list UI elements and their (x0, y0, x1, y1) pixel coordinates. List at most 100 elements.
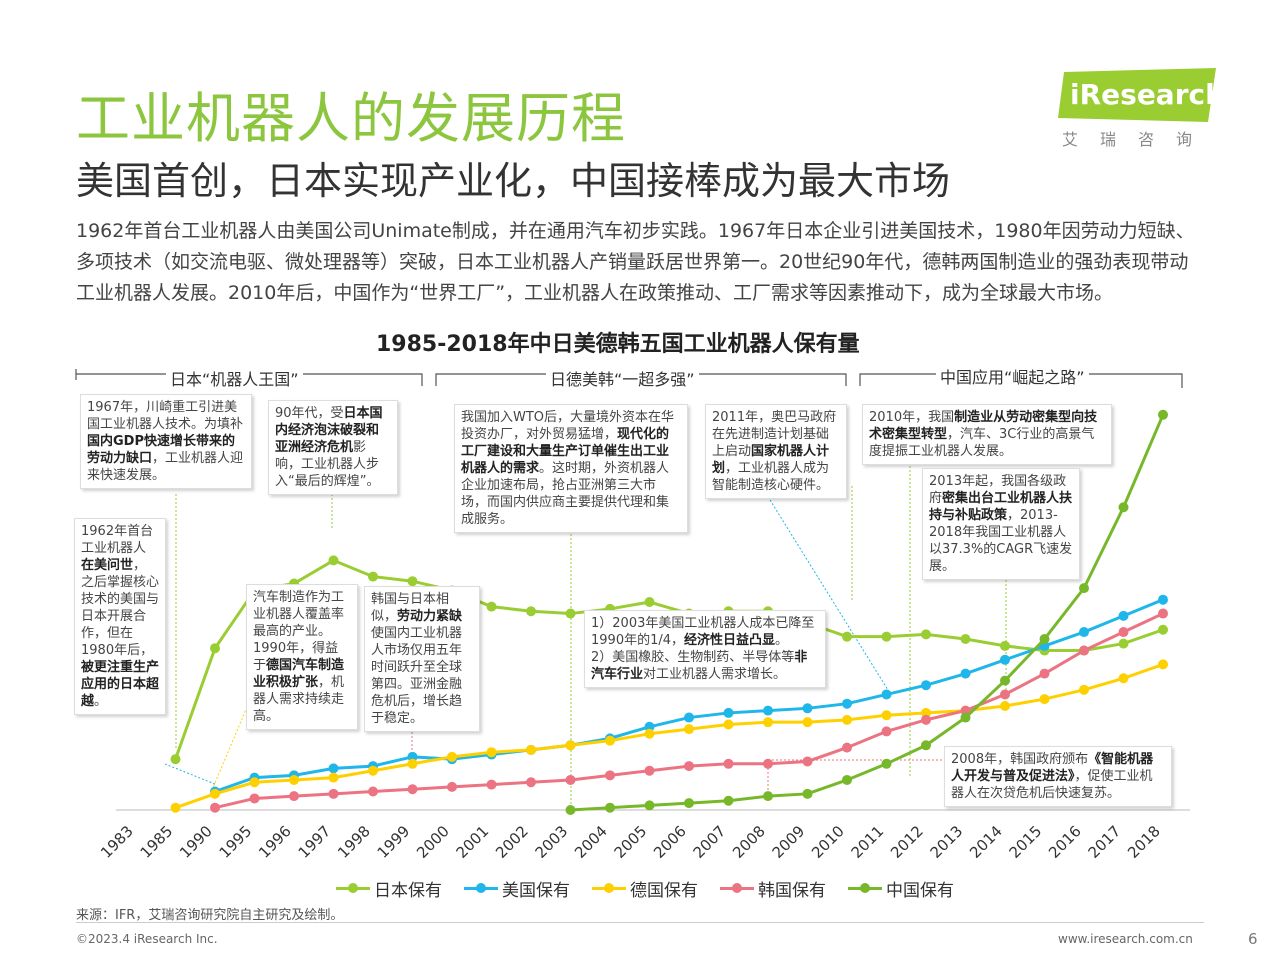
point-3-2015 (1039, 668, 1050, 679)
point-3-2017 (1118, 627, 1129, 638)
point-0-2016 (1079, 645, 1089, 656)
point-1-2009 (802, 703, 813, 714)
point-2-1985 (170, 802, 181, 813)
point-2-2005 (644, 728, 655, 739)
point-0-2013 (960, 633, 971, 644)
annotation-korea-2008: 2008年，韩国政府颁布《智能机器人开发与普及促进法》，促使工业机器人在次贷危机… (944, 746, 1172, 807)
point-2-2003 (565, 740, 576, 751)
point-0-1985 (170, 754, 181, 765)
point-2-2008 (763, 717, 773, 728)
point-1-1999 (407, 751, 418, 762)
point-4-2010 (842, 774, 852, 785)
point-1-2004 (605, 733, 615, 744)
point-2-2010 (842, 714, 852, 725)
phase-label-china: 中国应用“崛起之路” (936, 364, 1089, 388)
point-2-2013 (960, 705, 971, 716)
point-3-2008 (763, 758, 773, 769)
x-tick-1985: 1985 (137, 822, 177, 862)
x-tick-2017: 2017 (1085, 822, 1125, 862)
x-tick-2009: 2009 (769, 822, 809, 862)
point-1-2002 (526, 744, 536, 755)
point-1-2014 (1000, 654, 1010, 665)
page-title: 工业机器人的发展历程 (76, 87, 626, 150)
point-1-2012 (921, 680, 931, 691)
point-4-2007 (723, 795, 734, 806)
website-url: www.iresearch.com.cn (1058, 932, 1193, 946)
point-1-2007 (723, 707, 734, 718)
point-0-2003 (565, 608, 576, 619)
point-3-2000 (447, 781, 457, 792)
point-3-1990 (210, 802, 220, 813)
point-3-2009 (802, 756, 813, 767)
point-3-2004 (605, 770, 615, 781)
x-tick-2005: 2005 (611, 822, 651, 862)
point-3-2014 (1000, 689, 1010, 700)
point-2-2015 (1039, 694, 1050, 705)
annotation-1962: 1962年首台工业机器人在美问世，之后掌握核心技术的美国与日本开展合作，但在19… (74, 518, 166, 715)
point-2-2017 (1118, 673, 1129, 684)
point-3-2007 (723, 758, 734, 769)
point-4-2017 (1118, 502, 1129, 513)
x-tick-1999: 1999 (374, 822, 414, 862)
point-3-1998 (368, 786, 378, 797)
annotation-korea: 韩国与日本相似，劳动力紧缺使国内工业机器人市场仅用五年时间跃升至全球第四。亚洲金… (364, 586, 480, 732)
x-tick-1998: 1998 (334, 822, 374, 862)
x-tick-2000: 2000 (413, 822, 453, 862)
point-1-1995 (249, 772, 260, 783)
page-number: 6 (1248, 930, 1258, 948)
x-tick-1983: 1983 (97, 822, 137, 862)
point-3-2006 (684, 761, 694, 772)
point-2-2011 (881, 710, 892, 721)
chart-title: 1985-2018年中日美德韩五国工业机器人保有量 (376, 332, 860, 357)
point-3-2010 (842, 742, 852, 753)
annotation-1967: 1967年，川崎重工引进美国工业机器人技术。为填补国内GDP快速增长带来的劳动力… (80, 394, 252, 489)
point-2-2016 (1079, 684, 1089, 695)
point-0-2005 (644, 597, 655, 607)
point-1-2013 (960, 668, 971, 679)
point-4-2014 (1000, 675, 1010, 686)
point-2-2007 (723, 719, 734, 730)
point-3-2003 (565, 774, 576, 785)
point-1-2008 (763, 705, 773, 716)
copyright: ©2023.4 iResearch Inc. (76, 932, 218, 946)
point-0-2010 (842, 631, 852, 642)
point-3-2018 (1158, 608, 1168, 619)
point-3-2016 (1079, 645, 1089, 656)
point-3-2012 (921, 714, 931, 725)
x-tick-2007: 2007 (690, 822, 730, 862)
annotation-2011-us: 2011年，奥巴马政府在先进制造计划基础上启动国家机器人计划，工业机器人成为智能… (705, 404, 847, 499)
x-tick-1995: 1995 (216, 822, 256, 862)
point-2-1998 (368, 765, 378, 776)
point-4-2008 (763, 791, 773, 802)
point-1-1998 (368, 761, 378, 772)
annotation-us-2003: 1）2003年美国工业机器人成本已降至1990年的1/4，经济性日益凸显。 2）… (584, 610, 826, 688)
chart-legend: 日本保有 美国保有 德国保有 韩国保有 中国保有 (336, 876, 954, 901)
point-2-2002 (526, 744, 536, 755)
point-2-1999 (407, 758, 418, 769)
point-1-1996 (289, 770, 299, 781)
footer-divider (76, 922, 1204, 923)
x-tick-2012: 2012 (887, 822, 927, 862)
phase-label-japan: 日本“机器人王国” (166, 366, 303, 390)
point-2-1990 (210, 788, 220, 799)
point-4-2006 (684, 798, 694, 809)
annotation-1990s: 90年代，受日本国内经济泡沫破裂和亚洲经济危机影响，工业机器人步入“最后的辉煌”… (268, 400, 398, 495)
x-tick-2013: 2013 (927, 822, 967, 862)
point-2-1996 (289, 774, 299, 785)
point-1-2016 (1079, 627, 1089, 638)
legend-item-korea: 韩国保有 (720, 876, 826, 901)
source-note: 来源：IFR，艾瑞咨询研究院自主研究及绘制。 (76, 908, 344, 923)
point-2-2004 (605, 735, 615, 746)
point-0-2011 (881, 631, 892, 642)
point-0-2018 (1158, 624, 1168, 635)
x-tick-1990: 1990 (176, 822, 216, 862)
x-tick-2003: 2003 (532, 822, 572, 862)
point-1-2010 (842, 698, 852, 709)
point-1-2000 (447, 754, 457, 765)
point-2-1995 (249, 777, 260, 788)
x-tick-2002: 2002 (492, 822, 532, 862)
point-0-1997 (328, 555, 339, 566)
legend-item-china: 中国保有 (848, 876, 954, 901)
point-2-2001 (486, 747, 497, 758)
iresearch-logo: iResearch (1058, 68, 1218, 122)
